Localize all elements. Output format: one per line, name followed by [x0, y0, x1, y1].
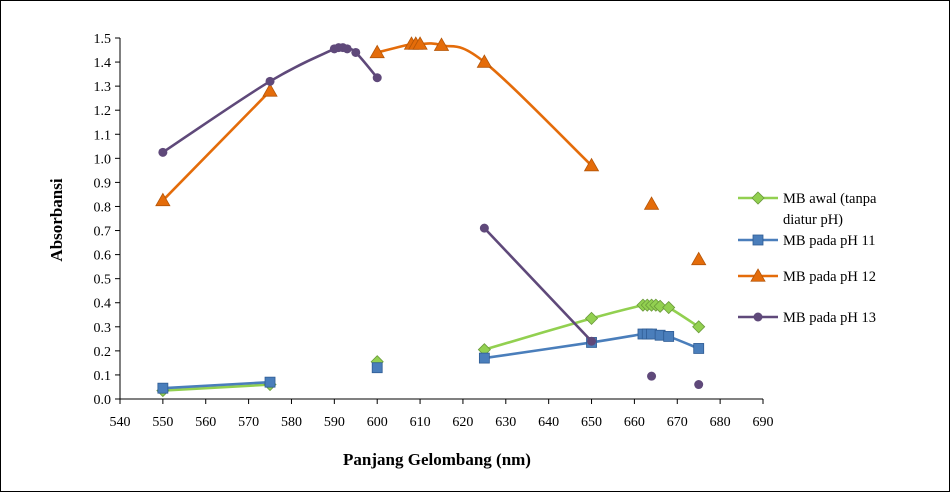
x-tick-label: 690: [753, 415, 774, 430]
data-point: [478, 352, 490, 364]
data-point: [587, 336, 597, 346]
y-tick-label: 0.7: [94, 225, 112, 240]
y-tick-label: 1.5: [94, 32, 112, 47]
data-point: [691, 251, 707, 266]
data-point: [643, 196, 660, 210]
y-tick-label: 0.5: [94, 273, 112, 288]
x-tick-label: 630: [495, 415, 516, 430]
x-tick-label: 670: [667, 415, 688, 430]
legend-entry: MB pada pH 11: [738, 233, 876, 249]
series-3: [155, 36, 707, 266]
x-tick-label: 560: [195, 415, 216, 430]
y-tick-label: 0.0: [94, 393, 112, 408]
legend-swatch-marker: [752, 234, 764, 246]
legend-label: MB awal (tanpa: [783, 191, 877, 207]
y-tick-label: 1.4: [94, 56, 112, 71]
data-point: [693, 343, 705, 354]
data-point: [433, 37, 450, 51]
data-point: [662, 300, 676, 315]
y-tick-label: 0.9: [94, 176, 112, 191]
y-tick-label: 1.1: [94, 128, 112, 143]
y-tick-label: 1.3: [94, 80, 112, 95]
data-point: [476, 54, 493, 68]
series-line: [161, 383, 272, 392]
data-point: [692, 320, 706, 334]
data-point: [342, 44, 352, 54]
y-tick-label: 0.8: [94, 200, 112, 215]
x-tick-label: 540: [110, 415, 131, 430]
x-tick-label: 660: [624, 415, 645, 430]
legend-label: MB pada pH 11: [783, 233, 876, 249]
legend-entry: MB pada pH 13: [738, 310, 876, 326]
data-point: [583, 157, 600, 172]
series-line: [161, 89, 272, 202]
y-tick-label: 0.6: [94, 249, 112, 264]
data-point: [262, 83, 278, 97]
x-tick-label: 580: [281, 415, 302, 430]
x-tick-label: 650: [581, 415, 602, 430]
data-point: [412, 36, 428, 50]
x-tick-label: 570: [238, 415, 259, 430]
data-point: [479, 223, 489, 233]
series-line: [161, 44, 379, 154]
legend-swatch-marker: [753, 312, 763, 322]
data-point: [351, 47, 361, 57]
x-axis-title: Panjang Gelombang (nm): [343, 450, 531, 469]
legend-label: MB pada pH 12: [783, 269, 876, 285]
series-4: [158, 43, 704, 390]
legend-label: diatur pH): [783, 212, 843, 228]
legend-entry: MB awal (tanpa diatur pH): [738, 191, 877, 228]
y-tick-label: 0.3: [94, 321, 112, 336]
x-tick-label: 640: [538, 415, 559, 430]
y-tick-label: 1.2: [94, 104, 112, 119]
x-tick-label: 590: [324, 415, 345, 430]
x-tick-label: 600: [367, 415, 388, 430]
y-axis-title: Absorbansi: [47, 178, 66, 261]
data-point: [157, 382, 169, 394]
legend-entry: MB pada pH 12: [738, 268, 876, 285]
legend-swatch-marker: [751, 191, 765, 205]
data-point: [663, 331, 675, 342]
y-tick-label: 0.4: [94, 297, 112, 312]
data-point: [155, 192, 171, 207]
data-point: [265, 76, 275, 86]
x-tick-label: 610: [410, 415, 431, 430]
data-point: [372, 73, 382, 83]
x-tick-label: 620: [452, 415, 473, 430]
data-point: [694, 380, 704, 390]
data-point: [158, 147, 168, 157]
series-line: [483, 226, 593, 343]
legend-label: MB pada pH 13: [783, 310, 876, 326]
data-point: [647, 371, 657, 381]
data-point: [264, 376, 276, 388]
legend-swatch-marker: [750, 268, 766, 282]
y-tick-label: 1.0: [94, 152, 112, 167]
series-line: [161, 380, 272, 390]
y-tick-label: 0.1: [94, 369, 112, 384]
series-layer: [155, 36, 707, 398]
x-tick-label: 680: [710, 415, 731, 430]
y-tick-label: 0.2: [94, 345, 112, 360]
data-point: [371, 362, 383, 374]
series-1: [156, 298, 706, 398]
series-2: [157, 328, 705, 394]
axes: 0.0 0.1 0.2 0.3 0.4 0.5 0.6 0.7 0.8 0.9 1.0 1.1 1.2 1…: [94, 32, 774, 430]
legend: MB awal (tanpa diatur pH) MB pada pH 11 MB …: [738, 191, 877, 326]
x-tick-label: 550: [152, 415, 173, 430]
data-point: [584, 311, 599, 325]
data-point: [369, 44, 385, 59]
data-point: [653, 299, 667, 313]
